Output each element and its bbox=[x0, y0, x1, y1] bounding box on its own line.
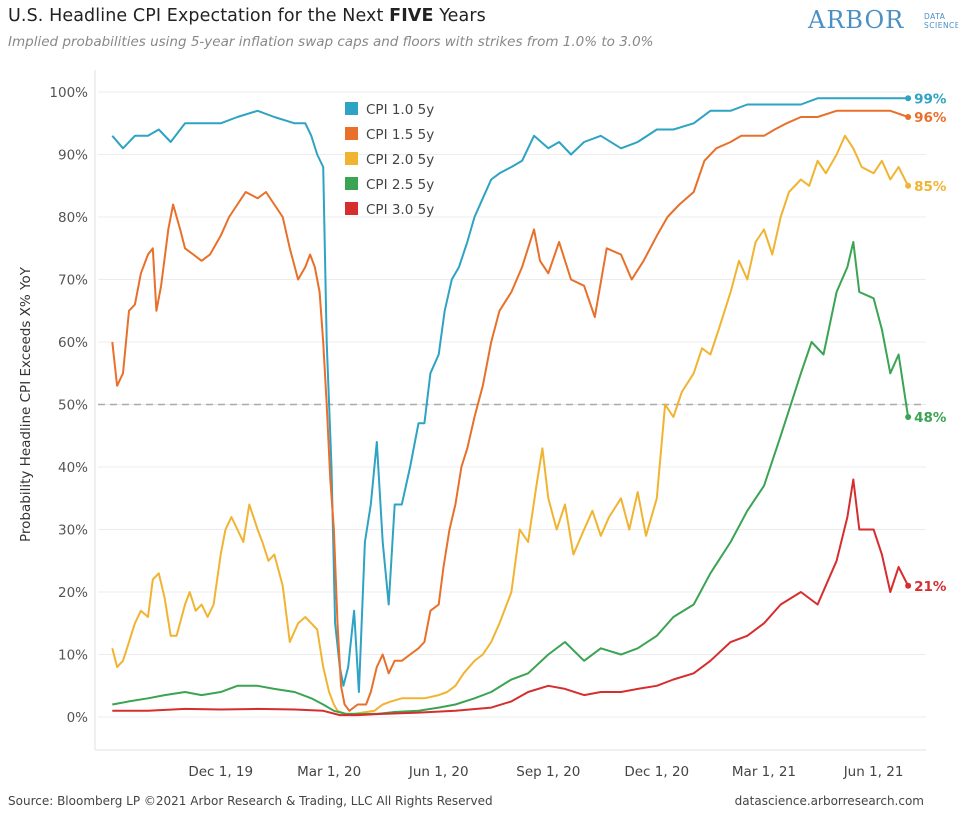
logo-subtext: DATA SCIENCE bbox=[924, 12, 958, 30]
x-tick-label: Mar 1, 21 bbox=[732, 764, 796, 780]
legend-swatch bbox=[345, 202, 358, 215]
arbor-logo: ARBOR DATA SCIENCE bbox=[808, 6, 958, 34]
legend-label: CPI 3.0 5y bbox=[366, 202, 434, 218]
series-end-point bbox=[905, 95, 912, 102]
legend-swatch bbox=[345, 127, 358, 140]
y-tick-label: 80% bbox=[58, 210, 88, 226]
series-line-4 bbox=[112, 241, 910, 715]
y-tick-label: 10% bbox=[58, 648, 88, 664]
x-tick-label: Dec 1, 20 bbox=[624, 764, 689, 780]
x-tick-label: Jun 1, 20 bbox=[408, 764, 469, 780]
y-tick-label: 50% bbox=[58, 398, 88, 414]
y-tick-label: 60% bbox=[58, 335, 88, 351]
legend-label: CPI 2.0 5y bbox=[366, 152, 434, 168]
source-note: Source: Bloomberg LP ©2021 Arbor Researc… bbox=[8, 794, 493, 808]
legend-swatch bbox=[345, 102, 358, 115]
legend-label: CPI 2.5 5y bbox=[366, 177, 434, 193]
legend-label: CPI 1.5 5y bbox=[366, 127, 434, 143]
x-tick-label: Mar 1, 20 bbox=[297, 764, 361, 780]
series-end-point bbox=[905, 414, 912, 420]
legend-swatch bbox=[345, 177, 358, 190]
y-tick-label: 0% bbox=[67, 710, 89, 726]
series-end-label: 48% bbox=[914, 410, 947, 426]
series-end-label: 85% bbox=[914, 179, 947, 195]
y-tick-label: 90% bbox=[58, 148, 88, 164]
series-end-label: 99% bbox=[914, 91, 947, 107]
x-tick-label: Jun 1, 21 bbox=[843, 764, 904, 780]
legend-label: CPI 1.0 5y bbox=[366, 102, 434, 118]
chart-subtitle: Implied probabilities using 5-year infla… bbox=[8, 34, 654, 50]
series-line-2 bbox=[111, 109, 909, 712]
y-axis-title: Probability Headline CPI Exceeds X% YoY bbox=[18, 266, 34, 542]
y-tick-label: 30% bbox=[58, 523, 88, 539]
series-line-3 bbox=[111, 134, 909, 715]
series-line-1 bbox=[111, 97, 909, 693]
series-end-point bbox=[905, 582, 912, 589]
series-end-label: 96% bbox=[914, 110, 947, 126]
series-line-5 bbox=[112, 478, 909, 717]
series-end-point bbox=[905, 182, 912, 189]
x-tick-label: Sep 1, 20 bbox=[516, 764, 580, 780]
y-tick-label: 40% bbox=[58, 460, 88, 476]
legend-swatch bbox=[345, 152, 358, 165]
y-tick-label: 20% bbox=[58, 585, 88, 601]
series-end-label: 21% bbox=[914, 579, 947, 595]
logo-wordmark: ARBOR bbox=[808, 6, 905, 34]
chart-title: U.S. Headline CPI Expectation for the Ne… bbox=[8, 6, 486, 26]
series-end-point bbox=[905, 114, 912, 120]
x-tick-label: Dec 1, 19 bbox=[188, 764, 253, 780]
y-tick-label: 70% bbox=[58, 273, 88, 289]
y-tick-label: 100% bbox=[49, 85, 88, 101]
site-url: datascience.arborresearch.com bbox=[734, 794, 924, 808]
